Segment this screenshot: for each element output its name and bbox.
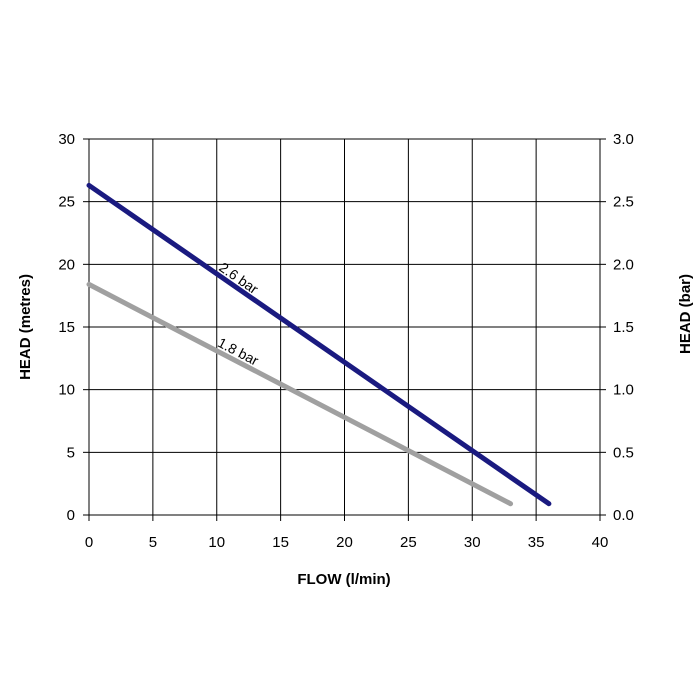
series-line-1	[86, 182, 552, 507]
y2-tick-label: 0.5	[613, 444, 634, 461]
x-tick-label: 0	[85, 534, 93, 551]
y-tick-label: 10	[58, 382, 75, 399]
y2-tick-label: 2.0	[613, 256, 634, 273]
x-tick-label: 25	[400, 534, 417, 551]
tick-labels: 0 5 10 15 20 25 30 35 40 0 0.0 5 0.5 10 1.0 15 1.5 20 2.0 2…	[58, 131, 634, 551]
x-tick-label: 35	[528, 534, 545, 551]
y-axis-title: HEAD (metres)	[17, 274, 34, 380]
y-tick-label: 5	[67, 444, 75, 461]
x-tick-label: 20	[336, 534, 353, 551]
y-tick-label: 20	[58, 256, 75, 273]
y2-tick-label: 3.0	[613, 131, 634, 148]
x-tick-label: 30	[464, 534, 481, 551]
series-lines	[86, 182, 552, 507]
x-tick-label: 15	[272, 534, 289, 551]
y2-tick-label: 0.0	[613, 507, 634, 524]
y-tick-label: 30	[58, 131, 75, 148]
series-line-2	[86, 281, 514, 507]
y-tick-label: 25	[58, 194, 75, 211]
x-tick-label: 10	[208, 534, 225, 551]
x-tick-label: 5	[149, 534, 157, 551]
y2-tick-label: 2.5	[613, 194, 634, 211]
y2-axis-title: HEAD (bar)	[677, 274, 694, 354]
y2-tick-label: 1.5	[613, 319, 634, 336]
x-tick-label: 40	[592, 534, 609, 551]
y-tick-label: 15	[58, 319, 75, 336]
x-axis-title: FLOW (l/min)	[297, 571, 390, 588]
y2-tick-label: 1.0	[613, 382, 634, 399]
grid	[83, 138, 606, 521]
y-tick-label: 0	[67, 507, 75, 524]
